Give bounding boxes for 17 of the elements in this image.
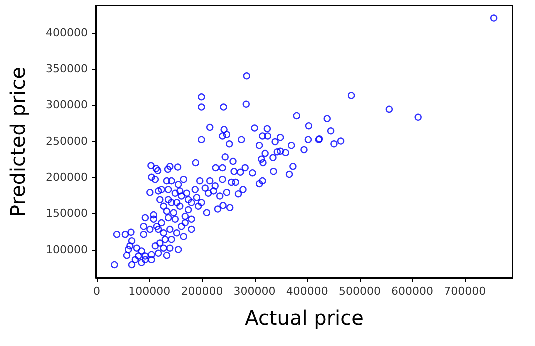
x-tick-label: 700000: [444, 285, 486, 298]
x-tick-label: 300000: [234, 285, 276, 298]
y-tick-label: 200000: [46, 170, 88, 184]
x-tick-label: 600000: [392, 285, 434, 298]
y-axis-title: Predicted price: [6, 66, 30, 218]
x-tick-label: 200000: [181, 285, 224, 298]
y-tick-label: 250000: [46, 134, 88, 148]
y-tick-label: 300000: [46, 98, 88, 112]
x-tick-label: 400000: [286, 285, 328, 298]
x-tick-label: 100000: [128, 285, 171, 298]
x-axis-title: Actual price: [245, 306, 364, 330]
y-tick-label: 400000: [46, 26, 88, 40]
y-tick-label: 150000: [46, 207, 88, 220]
y-tick-label: 100000: [46, 243, 88, 256]
x-tick-label: 500000: [338, 285, 381, 298]
x-tick-label: 0: [94, 285, 101, 298]
y-tick-label: 350000: [46, 62, 88, 76]
